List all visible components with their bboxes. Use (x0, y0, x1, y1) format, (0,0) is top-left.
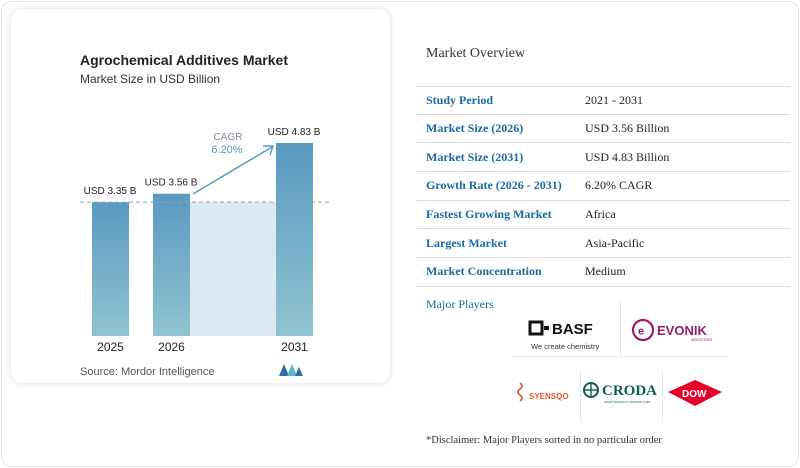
overview-table: Study Period 2021 - 2031 Market Size (20… (416, 86, 790, 287)
value-label: USD 3.56 B (145, 178, 198, 189)
grid-divider (620, 302, 621, 356)
overview-row: Growth Rate (2026 - 2031) 6.20% CAGR (416, 172, 790, 201)
grid-divider (662, 372, 663, 422)
row-value: USD 4.83 Billion (585, 149, 670, 164)
value-label: USD 4.83 B (268, 127, 321, 138)
overview-row: Largest Market Asia-Pacific (416, 229, 790, 259)
row-value: 6.20% CAGR (585, 178, 653, 193)
row-value: 2021 - 2031 (585, 92, 643, 107)
overview-row: Market Size (2031) USD 4.83 Billion (416, 143, 790, 173)
bar-2031 (276, 143, 313, 336)
growth-shade (190, 202, 276, 336)
row-value: USD 3.56 Billion (585, 121, 670, 136)
row-value: Medium (585, 264, 626, 279)
cagr-arrowhead (263, 145, 275, 156)
row-label: Growth Rate (2026 - 2031) (426, 178, 562, 193)
value-label: USD 3.35 B (84, 186, 137, 197)
overview-title: Market Overview (426, 46, 526, 61)
row-value: Asia-Pacific (585, 235, 645, 250)
row-label: Largest Market (426, 235, 507, 250)
source-note: Source: Mordor Intelligence (80, 366, 215, 378)
mordor-logo-icon (279, 364, 303, 376)
overview-row: Market Concentration Medium (416, 258, 790, 287)
row-value: Africa (585, 207, 616, 222)
overview-row: Market Size (2026) USD 3.56 Billion (416, 115, 790, 144)
players-title: Major Players (426, 297, 494, 311)
cagr-arrow (192, 146, 273, 195)
cagr-value: 6.20% (211, 144, 242, 156)
row-label: Study Period (426, 92, 494, 107)
grid-divider (580, 372, 581, 422)
bar-2025 (92, 202, 129, 336)
overview-row: Study Period 2021 - 2031 (416, 86, 790, 115)
row-label: Fastest Growing Market (426, 207, 552, 222)
cagr-label: CAGR (214, 132, 243, 143)
row-label: Market Size (2031) (426, 149, 524, 164)
row-label: Market Concentration (426, 264, 542, 279)
x-tick-label: 2026 (158, 340, 185, 354)
chart-title: Agrochemical Additives Market (80, 52, 288, 68)
overview-row: Fastest Growing Market Africa (416, 201, 790, 230)
x-tick-label: 2025 (97, 340, 124, 354)
bar-2026 (153, 193, 190, 336)
bar-chart: USD 3.35 B USD 3.56 B USD 4.83 B 2025 2026 20… (80, 127, 330, 354)
row-label: Market Size (2026) (426, 121, 524, 136)
disclaimer: *Disclaimer: Major Players sorted in no … (426, 435, 662, 446)
x-tick-label: 2031 (281, 340, 308, 354)
grid-divider (512, 356, 728, 357)
chart-subtitle: Market Size in USD Billion (80, 72, 221, 86)
